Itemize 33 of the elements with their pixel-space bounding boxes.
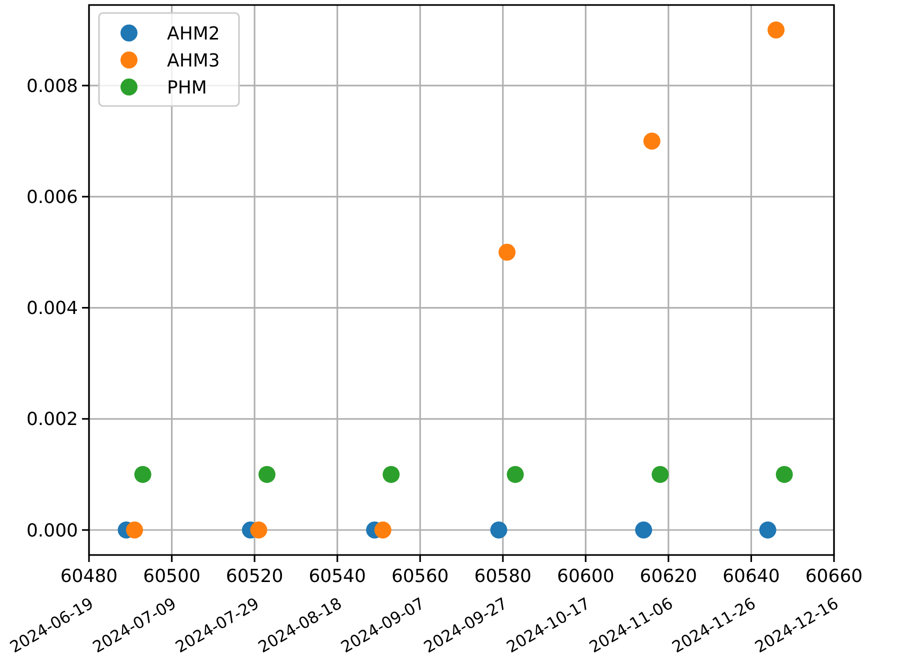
point: [635, 522, 652, 538]
point: [490, 522, 508, 538]
x-tick-label: 60560: [391, 566, 449, 587]
y-tick-label: 0.000: [26, 520, 78, 542]
x-tick-label: 60540: [308, 566, 366, 587]
point: [498, 244, 516, 261]
legend-label: AHM2: [167, 23, 220, 44]
point: [652, 466, 669, 483]
x-tick-label: 60660: [805, 566, 863, 587]
point: [258, 466, 276, 483]
x-tick-label: 60600: [557, 566, 614, 587]
point: [134, 466, 152, 483]
point: [506, 466, 524, 483]
point: [250, 522, 268, 538]
point: [382, 466, 400, 483]
x-tick-label: 60640: [722, 566, 780, 587]
y-tick-label: 0.002: [26, 409, 78, 430]
point: [643, 132, 660, 150]
point: [374, 522, 392, 538]
x-tick-label: 60500: [143, 566, 200, 587]
x-tick-label: 60480: [60, 566, 118, 587]
point: [759, 522, 776, 538]
y-tick-label: 0.004: [26, 298, 78, 320]
x-tick-label: 60520: [226, 566, 284, 587]
legend-label: AHM3: [167, 50, 220, 72]
point: [126, 522, 144, 538]
y-tick-label: 0.008: [26, 76, 78, 97]
y-tick-label: 0.006: [26, 186, 78, 208]
x-tick-label: 60580: [474, 566, 532, 587]
point: [776, 466, 793, 483]
point: [768, 22, 785, 38]
legend-label: PHM: [167, 77, 207, 98]
x-tick-label: 60620: [640, 566, 698, 587]
